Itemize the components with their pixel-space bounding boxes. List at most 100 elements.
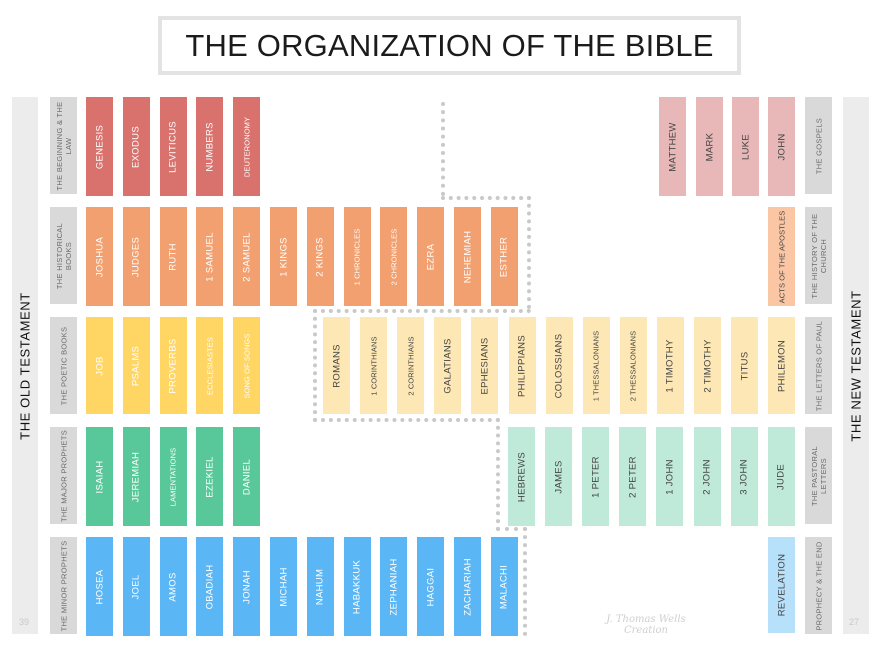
book-1-chronicles: 1 CHRONICLES: [343, 207, 371, 306]
book-song-of-songs: SONG OF SONGS: [233, 317, 261, 414]
book-label: 2 PETER: [627, 455, 639, 498]
book-label: EXODUS: [130, 125, 142, 168]
book-genesis: GENESIS: [86, 97, 113, 196]
book-2-kings: 2 KINGS: [306, 207, 334, 306]
book-label: JOB: [94, 355, 105, 376]
book-1-peter: 1 PETER: [582, 427, 610, 526]
book-exodus: EXODUS: [122, 97, 150, 196]
book-label: 1 TIMOTHY: [664, 338, 676, 393]
book-label: DEUTERONOMY: [242, 116, 252, 177]
book-proverbs: PROVERBS: [159, 317, 187, 414]
book-label: HAGGAI: [425, 567, 437, 606]
book-label: 1 CORINTHIANS: [369, 335, 379, 396]
book-label: 2 SAMUEL: [241, 231, 253, 282]
book-label: 2 CORINTHIANS: [406, 335, 416, 396]
book-michah: MICHAH: [270, 537, 297, 636]
book-label: JEREMIAH: [130, 451, 142, 502]
old-testament-count: 39: [19, 617, 30, 627]
old-testament-label: THE OLD TESTAMENT: [17, 291, 33, 440]
dotted-segment: [523, 527, 527, 636]
category-prophecy-and-the-end: PROPHECY & THE END: [805, 537, 832, 634]
category-the-gospels: THE GOSPELS: [805, 97, 832, 194]
book-label: TITUS: [739, 351, 751, 380]
category-the-pastoral-letters: THE PASTORAL LETTERS: [805, 427, 832, 524]
book-label: ACTS OF THE APOSTLES: [777, 210, 786, 303]
book-zephaniah: ZEPHANIAH: [380, 537, 408, 636]
book-jonah: JONAH: [233, 537, 261, 636]
book-2-corinthians: 2 CORINTHIANS: [397, 317, 425, 414]
book-deuteronomy: DEUTERONOMY: [233, 97, 261, 196]
book-daniel: DANIEL: [233, 427, 261, 526]
book-hebrews: HEBREWS: [508, 427, 535, 526]
book-1-timothy: 1 TIMOTHY: [656, 317, 684, 414]
book-label: RUTH: [167, 242, 179, 271]
book-john: JOHN: [768, 97, 795, 196]
old-testament-banner: THE OLD TESTAMENT: [12, 97, 38, 634]
book-label: 2 KINGS: [314, 236, 326, 277]
book-label: NAHUM: [314, 568, 326, 605]
book-2-samuel: 2 SAMUEL: [233, 207, 261, 306]
category-label: THE BEGINNING & THE LAW: [54, 101, 73, 190]
book-label: 2 CHRONICLES: [389, 228, 399, 285]
book-lamentations: LAMENTATIONS: [159, 427, 187, 526]
new-testament-count: 27: [849, 617, 860, 627]
category-label: THE LETTERS OF PAUL: [814, 320, 823, 411]
book-james: JAMES: [545, 427, 573, 526]
book-revelation: REVELATION: [768, 537, 795, 633]
book-joshua: JOSHUA: [86, 207, 113, 306]
dotted-segment: [441, 196, 531, 200]
book-judges: JUDGES: [122, 207, 150, 306]
book-label: LAMENTATIONS: [168, 447, 178, 506]
book-romans: ROMANS: [323, 317, 350, 414]
book-1-corinthians: 1 CORINTHIANS: [360, 317, 388, 414]
book-label: JUDGES: [130, 236, 142, 277]
book-label: MATTHEW: [667, 121, 678, 172]
category-label: THE MINOR PROPHETS: [59, 540, 68, 631]
category-label: THE PASTORAL LETTERS: [809, 445, 828, 506]
book-label: REVELATION: [776, 553, 787, 617]
category-the-beginning-and-the-law: THE BEGINNING & THE LAW: [50, 97, 77, 194]
book-nahum: NAHUM: [306, 537, 334, 636]
book-label: ESTHER: [498, 236, 510, 277]
book-label: HOSEA: [94, 569, 105, 604]
book-label: PHILEMON: [776, 339, 788, 392]
book-label: ZACHARIAH: [462, 557, 473, 616]
book-jeremiah: JEREMIAH: [122, 427, 150, 526]
book-matthew: MATTHEW: [659, 97, 686, 196]
book-label: JOEL: [130, 574, 142, 599]
category-the-letters-of-paul: THE LETTERS OF PAUL: [805, 317, 832, 414]
book-label: GENESIS: [94, 124, 105, 169]
book-haggai: HAGGAI: [417, 537, 445, 636]
book-jude: JUDE: [767, 427, 795, 526]
book-label: MICHAH: [278, 566, 289, 607]
category-label: THE GOSPELS: [814, 117, 823, 174]
book-2-chronicles: 2 CHRONICLES: [380, 207, 408, 306]
new-testament-banner: THE NEW TESTAMENT: [843, 97, 869, 634]
book-psalms: PSALMS: [122, 317, 150, 414]
category-the-major-prophets: THE MAJOR PROPHETS: [50, 427, 77, 524]
category-label: THE HISTORICAL BOOKS: [54, 222, 73, 289]
book-3-john: 3 JOHN: [730, 427, 758, 526]
book-numbers: NUMBERS: [196, 97, 224, 196]
book-label: ECCLESIASTES: [205, 336, 215, 395]
category-label: THE MAJOR PROPHETS: [59, 429, 68, 522]
book-joel: JOEL: [122, 537, 150, 636]
category-label: THE HISTORY OF THE CHURCH: [809, 213, 828, 298]
book-label: PSALMS: [130, 345, 142, 386]
book-label: LUKE: [740, 133, 751, 160]
book-2-peter: 2 PETER: [619, 427, 647, 526]
book-label: 1 KINGS: [278, 236, 289, 277]
book-luke: LUKE: [732, 97, 759, 196]
book-label: GALATIANS: [442, 337, 454, 394]
book-label: HABAKKUK: [351, 559, 363, 614]
book-label: 2 JOHN: [701, 458, 713, 495]
book-label: JOHN: [776, 132, 787, 161]
book-label: ROMANS: [331, 343, 342, 388]
book-hosea: HOSEA: [86, 537, 113, 636]
book-ecclesiastes: ECCLESIASTES: [196, 317, 224, 414]
book-label: AMOS: [167, 571, 179, 602]
new-testament-label: THE NEW TESTAMENT: [848, 289, 864, 442]
book-1-thessalonians: 1 THESSALONIANS: [582, 317, 610, 414]
watermark-signature: J. Thomas Wells Creation: [606, 614, 686, 636]
book-acts-of-the-apostles: ACTS OF THE APOSTLES: [768, 207, 795, 306]
